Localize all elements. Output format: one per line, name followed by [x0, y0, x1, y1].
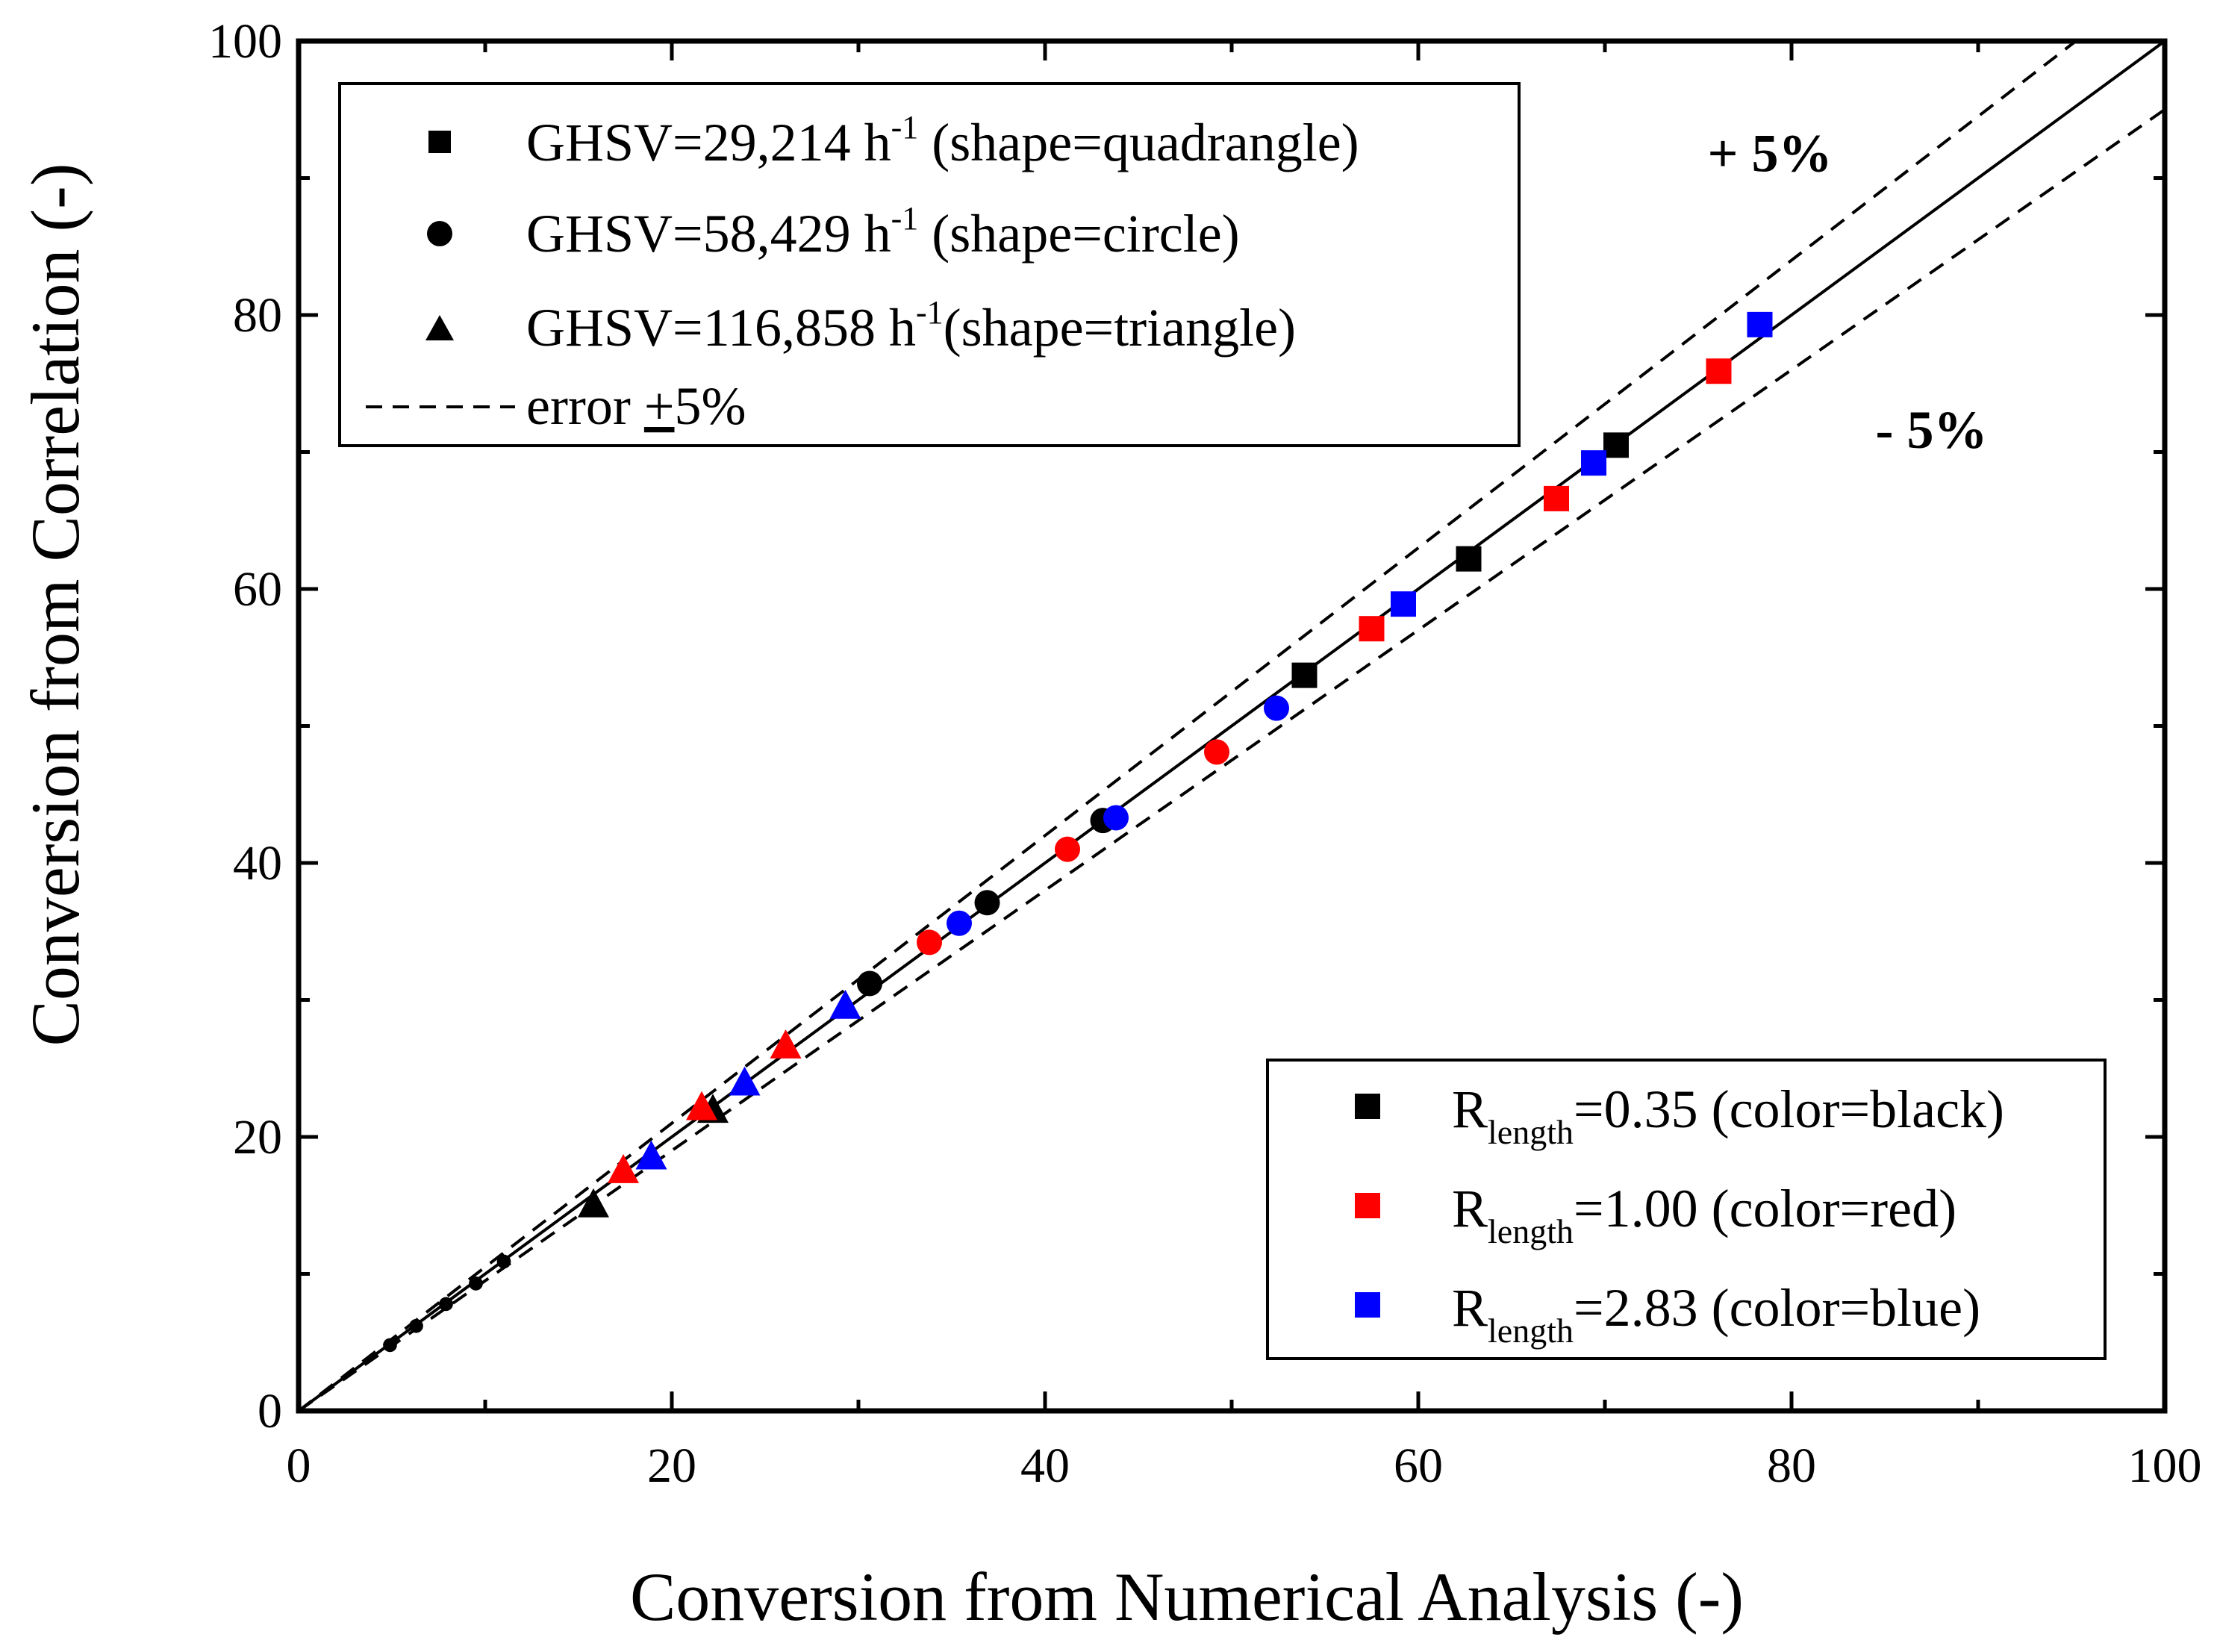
- data-point-triangle-red: [770, 1029, 802, 1059]
- legend-circle-marker: [427, 221, 452, 246]
- data-point-circle-red: [1204, 739, 1229, 765]
- plus-5-percent-label: + 5%: [1708, 123, 1833, 183]
- x-tick-label: 100: [2128, 1439, 2202, 1493]
- legend-triangle-marker: [425, 315, 454, 340]
- data-point-circle-black: [439, 1297, 453, 1312]
- x-tick-label: 0: [287, 1439, 311, 1493]
- data-point-circle-black: [383, 1338, 397, 1353]
- legend-error-label: error +5%: [526, 376, 746, 436]
- error-bound-line: [299, 108, 2165, 1411]
- minus-5-percent-label: - 5%: [1876, 400, 1988, 460]
- data-point-square-black: [1456, 546, 1482, 572]
- legend-shape-label-square: GHSV=29,214 h-1 (shape=quadrangle): [526, 109, 1359, 172]
- legend-color-label-blue: Rlength=2.83 (color=blue): [1452, 1278, 1980, 1350]
- data-point-triangle-black: [578, 1188, 609, 1218]
- data-point-square-red: [1544, 485, 1569, 511]
- data-point-triangle-blue: [829, 989, 861, 1019]
- x-axis-title: Conversion from Numerical Analysis (-): [630, 1559, 1744, 1635]
- legend-shape-label-triangle: GHSV=116,858 h-1(shape=triangle): [526, 294, 1296, 358]
- data-point-square-red: [1706, 358, 1732, 384]
- y-tick-label: 0: [258, 1384, 282, 1439]
- data-point-triangle-blue: [635, 1140, 667, 1170]
- x-tick-label: 20: [647, 1439, 696, 1493]
- data-point-square-blue: [1747, 311, 1773, 337]
- data-point-square-black: [1291, 662, 1318, 688]
- legend-color-label-black: Rlength=0.35 (color=black): [1452, 1079, 2004, 1151]
- data-point-circle-blue: [1103, 805, 1129, 831]
- y-axis-title: Conversion from Correlation (-): [17, 163, 93, 1047]
- error-bound-line: [299, 41, 2079, 1411]
- data-point-square-blue: [1391, 591, 1416, 617]
- x-tick-label: 80: [1767, 1439, 1816, 1493]
- legend-shape-label-circle: GHSV=58,429 h-1 (shape=circle): [526, 200, 1240, 264]
- data-point-circle-red: [1055, 836, 1080, 862]
- y-tick-label: 20: [233, 1110, 282, 1165]
- data-point-triangle-blue: [729, 1066, 761, 1096]
- y-tick-label: 40: [233, 836, 282, 891]
- data-point-circle-blue: [947, 910, 972, 936]
- data-point-circle-red: [917, 929, 942, 956]
- data-point-circle-black: [496, 1254, 511, 1269]
- legend-square-marker: [428, 131, 451, 153]
- data-markers: [383, 311, 1773, 1353]
- y-tick-label: 100: [208, 14, 282, 69]
- legend-color-label-red: Rlength=1.00 (color=red): [1452, 1179, 1956, 1250]
- data-point-circle-blue: [1264, 695, 1289, 721]
- color-legend: Rlength=0.35 (color=black) Rlength=1.00 …: [1266, 1059, 2107, 1360]
- legend-black-swatch: [1355, 1094, 1380, 1119]
- axis-ticks: 0 20 40 60 80 100 0 20 40 60 80 100: [208, 14, 2202, 1493]
- data-point-square-blue: [1581, 450, 1606, 476]
- y-tick-label: 60: [233, 562, 282, 617]
- data-point-circle-black: [469, 1276, 483, 1291]
- data-point-square-red: [1359, 616, 1385, 642]
- x-tick-label: 60: [1394, 1439, 1443, 1493]
- y-tick-label: 80: [233, 288, 282, 343]
- data-point-circle-black: [857, 970, 882, 997]
- shape-legend-box: [338, 82, 1521, 447]
- shape-legend: GHSV=29,214 h-1 (shape=quadrangle) GHSV=…: [338, 82, 1521, 447]
- legend-blue-swatch: [1355, 1292, 1380, 1318]
- x-tick-label: 40: [1020, 1439, 1070, 1493]
- legend-red-swatch: [1355, 1193, 1380, 1218]
- data-point-square-black: [1603, 432, 1629, 458]
- data-point-circle-black: [974, 890, 1000, 916]
- color-legend-box: [1266, 1059, 2107, 1360]
- data-point-triangle-red: [686, 1091, 717, 1120]
- data-point-triangle-red: [608, 1154, 639, 1183]
- data-point-circle-black: [409, 1318, 423, 1333]
